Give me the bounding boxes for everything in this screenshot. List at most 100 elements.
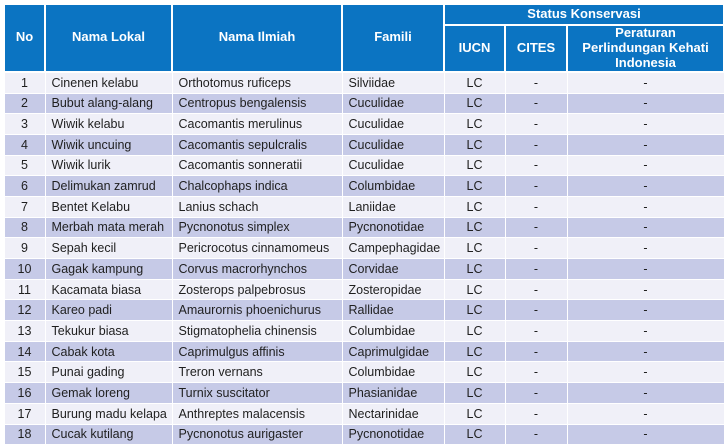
cell-nama-ilmiah: Corvus macrorhynchos [171,258,343,280]
cell-nama-ilmiah: Chalcophaps indica [171,175,343,197]
header-row-group: No Nama Lokal Nama Ilmiah Famili Status … [3,3,725,73]
cell-iucn: LC [443,92,506,115]
cell-cites: - [504,113,568,135]
column-header-no: No [3,3,46,73]
cell-famili: Corvidae [341,258,445,280]
cell-nama-lokal: Delimukan zamrud [44,175,173,197]
table-body: 1 Cinenen kelabu Orthotomus ruficeps Sil… [3,71,725,445]
cell-iucn: LC [443,361,506,384]
cell-no: 15 [3,361,46,384]
cell-iucn: LC [443,278,506,301]
cell-nama-lokal: Kareo padi [44,299,173,322]
cell-no: 12 [3,299,46,322]
column-header-peraturan: Peraturan Perlindungan Kehati Indonesia [565,24,725,73]
table-row: 1 Cinenen kelabu Orthotomus ruficeps Sil… [3,71,725,94]
cell-cites: - [504,299,568,322]
cell-nama-lokal: Cinenen kelabu [44,71,173,94]
cell-nama-lokal: Wiwik uncuing [44,133,173,156]
cell-iucn: LC [443,113,506,135]
cell-no: 9 [3,237,46,259]
cell-no: 18 [3,423,46,445]
table-row: 4 Wiwik uncuing Cacomantis sepulcralis C… [3,133,725,156]
cell-cites: - [504,258,568,280]
cell-iucn: LC [443,320,506,342]
cell-cites: - [504,320,568,342]
table-row: 10 Gagak kampung Corvus macrorhynchos Co… [3,258,725,280]
cell-no: 14 [3,340,46,363]
table-row: 3 Wiwik kelabu Cacomantis merulinus Cucu… [3,113,725,135]
cell-iucn: LC [443,340,506,363]
table-row: 12 Kareo padi Amaurornis phoenichurus Ra… [3,299,725,322]
cell-no: 16 [3,382,46,404]
cell-nama-lokal: Cucak kutilang [44,423,173,445]
table-header: No Nama Lokal Nama Ilmiah Famili Status … [3,3,725,73]
cell-cites: - [504,237,568,259]
cell-no: 1 [3,71,46,94]
column-header-cites: CITES [504,24,568,73]
cell-peraturan: - [566,320,725,342]
cell-peraturan: - [566,278,725,301]
cell-nama-ilmiah: Turnix suscitator [171,382,343,404]
cell-iucn: LC [443,402,506,425]
cell-peraturan: - [566,71,725,94]
cell-iucn: LC [443,133,506,156]
cell-nama-ilmiah: Pericrocotus cinnamomeus [171,237,343,259]
cell-nama-lokal: Bubut alang-alang [44,92,173,115]
cell-peraturan: - [566,195,725,218]
cell-iucn: LC [443,423,506,445]
cell-cites: - [504,278,568,301]
column-header-nama-ilmiah: Nama Ilmiah [171,3,343,73]
table-row: 17 Burung madu kelapa Anthreptes malacen… [3,402,725,425]
cell-nama-ilmiah: Stigmatophelia chinensis [171,320,343,342]
cell-famili: Pycnonotidae [341,216,445,239]
cell-no: 8 [3,216,46,239]
cell-peraturan: - [566,92,725,115]
cell-peraturan: - [566,216,725,239]
cell-no: 17 [3,402,46,425]
cell-no: 7 [3,195,46,218]
cell-iucn: LC [443,299,506,322]
cell-nama-ilmiah: Cacomantis sonneratii [171,154,343,177]
cell-famili: Silviidae [341,71,445,94]
cell-famili: Rallidae [341,299,445,322]
cell-no: 4 [3,133,46,156]
table-row: 2 Bubut alang-alang Centropus bengalensi… [3,92,725,115]
cell-no: 13 [3,320,46,342]
cell-nama-lokal: Punai gading [44,361,173,384]
table-row: 9 Sepah kecil Pericrocotus cinnamomeus C… [3,237,725,259]
cell-peraturan: - [566,258,725,280]
cell-nama-ilmiah: Centropus bengalensis [171,92,343,115]
cell-cites: - [504,133,568,156]
cell-nama-ilmiah: Pycnonotus simplex [171,216,343,239]
cell-nama-ilmiah: Cacomantis merulinus [171,113,343,135]
cell-nama-lokal: Gagak kampung [44,258,173,280]
cell-nama-lokal: Sepah kecil [44,237,173,259]
cell-famili: Cuculidae [341,92,445,115]
cell-nama-ilmiah: Lanius schach [171,195,343,218]
cell-nama-lokal: Kacamata biasa [44,278,173,301]
cell-peraturan: - [566,133,725,156]
table-row: 7 Bentet Kelabu Lanius schach Laniidae L… [3,195,725,218]
cell-peraturan: - [566,340,725,363]
cell-nama-ilmiah: Caprimulgus affinis [171,340,343,363]
cell-peraturan: - [566,361,725,384]
column-group-status-konservasi: Status Konservasi [442,3,725,26]
table-row: 15 Punai gading Treron vernans Columbida… [3,361,725,384]
cell-nama-lokal: Burung madu kelapa [44,402,173,425]
cell-no: 5 [3,154,46,177]
cell-nama-lokal: Tekukur biasa [44,320,173,342]
cell-famili: Columbidae [341,361,445,384]
cell-peraturan: - [566,237,725,259]
table-row: 11 Kacamata biasa Zosterops palpebrosus … [3,278,725,301]
cell-nama-lokal: Gemak loreng [44,382,173,404]
column-header-famili: Famili [341,3,445,73]
cell-nama-ilmiah: Treron vernans [171,361,343,384]
cell-iucn: LC [443,258,506,280]
cell-iucn: LC [443,175,506,197]
table-row: 5 Wiwik lurik Cacomantis sonneratii Cucu… [3,154,725,177]
cell-famili: Campephagidae [341,237,445,259]
conservation-status-table: No Nama Lokal Nama Ilmiah Famili Status … [3,3,725,445]
cell-nama-ilmiah: Orthotomus ruficeps [171,71,343,94]
cell-peraturan: - [566,154,725,177]
cell-peraturan: - [566,423,725,445]
